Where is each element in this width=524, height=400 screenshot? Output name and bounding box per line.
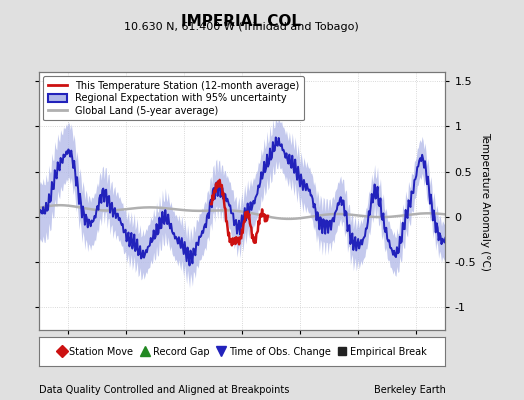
Text: IMPERIAL COL: IMPERIAL COL <box>181 14 301 29</box>
Text: 10.630 N, 61.400 W (Trinidad and Tobago): 10.630 N, 61.400 W (Trinidad and Tobago) <box>124 22 358 32</box>
Legend: This Temperature Station (12-month average), Regional Expectation with 95% uncer: This Temperature Station (12-month avera… <box>43 76 304 120</box>
Legend: Station Move, Record Gap, Time of Obs. Change, Empirical Break: Station Move, Record Gap, Time of Obs. C… <box>54 343 431 360</box>
Y-axis label: Temperature Anomaly (°C): Temperature Anomaly (°C) <box>480 132 490 270</box>
Text: Data Quality Controlled and Aligned at Breakpoints: Data Quality Controlled and Aligned at B… <box>39 385 290 395</box>
Text: Berkeley Earth: Berkeley Earth <box>374 385 445 395</box>
